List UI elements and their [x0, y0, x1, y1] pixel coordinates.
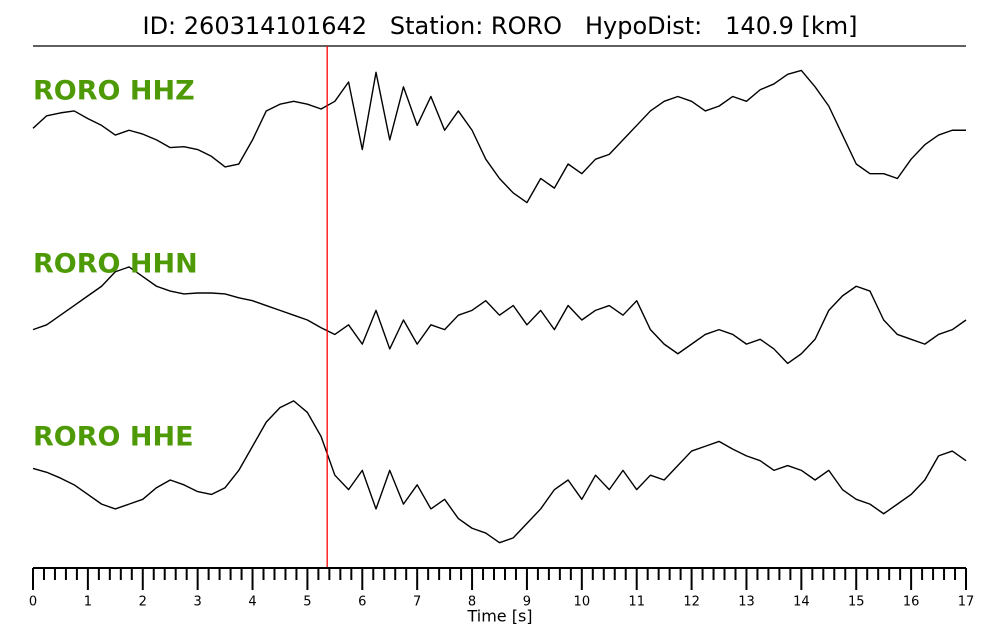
waveform	[32, 69, 966, 204]
x-tick-label: 15	[848, 595, 865, 610]
chart-title: ID: 260314101642 Station: RORO HypoDist:…	[143, 12, 858, 40]
trace-label: RORO HHZ	[33, 76, 195, 107]
x-tick-label: 9	[523, 595, 531, 610]
x-axis-label: Time [s]	[466, 607, 532, 626]
waveform	[32, 266, 967, 365]
x-tick-label: 13	[738, 595, 755, 610]
trace-label: RORO HHN	[33, 249, 198, 280]
x-tick-label: 12	[683, 595, 700, 610]
x-tick-label: 10	[574, 595, 591, 610]
x-tick-label: 8	[468, 595, 476, 610]
x-tick-label: 11	[628, 595, 645, 610]
x-tick-label: 4	[248, 595, 256, 610]
x-tick-label: 5	[303, 595, 311, 610]
x-tick-label: 6	[358, 595, 366, 610]
x-tick-label: 3	[194, 595, 202, 610]
trace-label: RORO HHE	[33, 422, 194, 453]
x-tick-label: 14	[793, 595, 810, 610]
x-tick-label: 2	[139, 595, 147, 610]
x-tick-label: 0	[29, 595, 37, 610]
x-tick-label: 17	[958, 595, 975, 610]
x-tick-label: 1	[84, 595, 92, 610]
waveform	[32, 400, 967, 544]
x-tick-label: 16	[903, 595, 920, 610]
x-tick-label: 7	[413, 595, 421, 610]
